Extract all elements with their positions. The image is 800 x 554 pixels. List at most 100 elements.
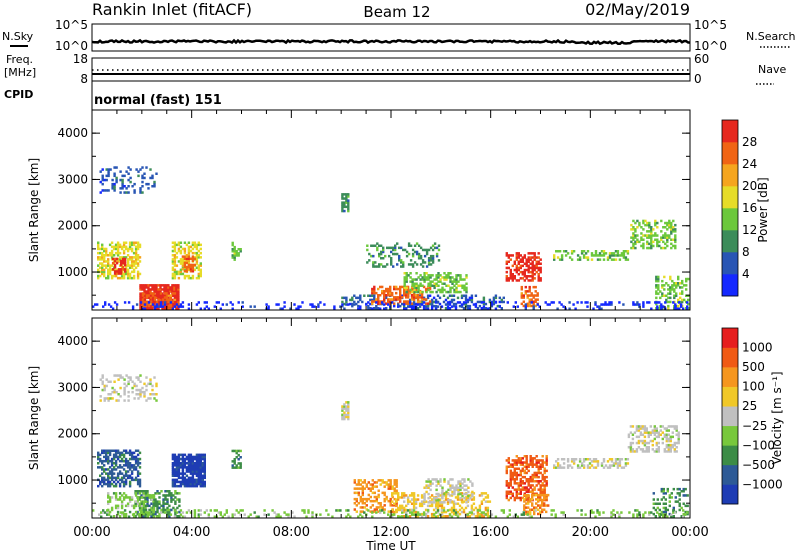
power-cell [437,244,441,247]
power-cell [410,294,414,297]
velocity-cell [513,469,516,473]
velocity-cell [519,498,522,502]
velocity-cell [516,515,519,518]
power-cell [529,266,532,270]
velocity-cell [653,429,656,432]
power-cell [181,305,185,308]
power-cell [519,266,522,270]
velocity-cell [103,480,106,484]
velocity-cell [193,464,197,467]
power-cell [533,264,536,268]
velocity-cell [672,487,675,491]
velocity-cell [525,463,528,466]
velocity-cell [120,472,124,475]
power-cell [431,280,434,283]
power-cell [670,232,673,235]
velocity-cell [525,461,528,464]
power-cell [149,168,152,171]
power-cell [317,305,320,308]
power-cell [115,272,119,275]
velocity-cell [130,504,134,508]
power-cell [369,298,372,302]
power-cell [341,201,344,204]
velocity-cell [543,488,546,491]
power-cell [672,238,675,241]
velocity-cell [171,482,175,486]
power-cell [141,185,144,188]
velocity-cell [470,504,474,508]
power-cell [449,278,452,281]
velocity-cell [97,462,100,465]
velocity-cell [442,506,446,510]
velocity-cell [359,499,362,503]
power-cell [161,288,164,291]
power-cell [121,187,124,190]
power-cell [415,272,418,275]
velocity-cell [660,498,663,501]
velocity-colorbar-tick: −1000 [742,477,783,491]
velocity-cell [387,479,390,482]
velocity-cell [377,493,380,497]
power-cell [134,258,138,261]
velocity-cell [528,515,531,518]
power-cell [133,182,136,186]
power-cell [534,285,537,289]
power-cell [428,287,432,291]
velocity-cell [644,511,647,514]
power-cell [465,288,468,292]
power-cell [195,247,199,251]
power-cell [127,178,130,182]
power-cell [435,278,438,281]
velocity-cell [158,512,161,516]
power-cell [125,187,128,190]
velocity-cell [172,506,175,510]
velocity-cell [519,490,522,493]
velocity-cell [105,482,108,486]
velocity-cell [109,397,112,400]
power-cell [97,258,100,261]
power-cell [145,286,148,289]
velocity-cell [144,494,148,497]
velocity-cell [535,492,538,495]
power-cell [427,276,430,279]
power-cell [539,266,542,270]
power-cell [343,193,346,196]
velocity-cell [478,504,482,508]
velocity-cell [436,504,440,508]
velocity-cell [147,397,150,400]
velocity-colorbar-tick: −100 [742,438,775,452]
velocity-cell [480,515,484,518]
power-cell [381,289,384,293]
velocity-cell [456,512,460,516]
power-cell [422,298,426,301]
power-cell [341,205,344,209]
power-cell [515,264,518,268]
velocity-cell [231,515,234,518]
velocity-cell [116,512,120,516]
power-cell [179,260,183,263]
velocity-cell [162,506,165,510]
velocity-cell [171,453,175,457]
velocity-cell [345,515,348,518]
velocity-cell [594,458,598,461]
velocity-cell [185,484,189,488]
power-cell [185,265,189,269]
power-cell [141,174,144,178]
velocity-cell [138,498,141,501]
velocity-cell [596,464,600,467]
power-cell [459,274,462,277]
power-cell [652,228,655,231]
velocity-cell [403,494,406,497]
power-cell [461,284,464,287]
velocity-cell [153,397,156,400]
power-cell [632,242,635,246]
velocity-cell [189,476,193,480]
power-cell [377,294,380,297]
velocity-cell [440,515,444,518]
power-cell [550,301,553,304]
power-cell [622,252,626,255]
power-cell [660,230,663,233]
velocity-cell [519,484,522,487]
power-cell [345,205,348,209]
